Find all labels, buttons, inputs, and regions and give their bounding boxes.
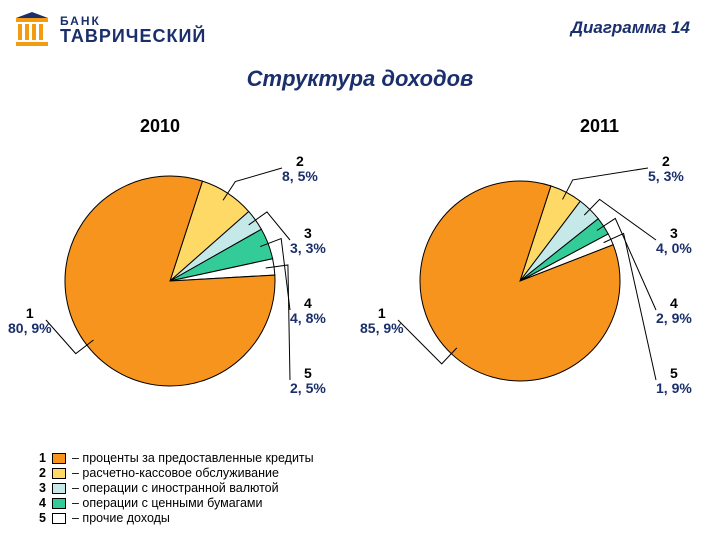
slice-label-1: 185, 9% [360, 306, 404, 337]
leader-line [563, 168, 648, 199]
slice-label-4: 44, 8% [290, 296, 326, 327]
slice-label-4: 42, 9% [656, 296, 692, 327]
legend-row: 1 – проценты за предоставленные кредиты [36, 451, 314, 465]
legend-text: – операции с иностранной валютой [72, 481, 279, 495]
legend-num: 3 [36, 481, 46, 495]
title-bar: Структура доходов [0, 60, 720, 106]
legend-row: 5 – прочие доходы [36, 511, 314, 525]
legend-text: – проценты за предоставленные кредиты [72, 451, 314, 465]
page-title: Структура доходов [247, 66, 474, 91]
leader-line [223, 168, 282, 200]
charts-area: 2010180, 9%28, 5%33, 3%44, 8%52, 5% 2011… [0, 106, 720, 446]
legend-row: 4 – операции с ценными бумагами [36, 496, 314, 510]
logo-text-bottom: ТАВРИЧЕСКИЙ [60, 27, 206, 45]
slice-label-3: 33, 3% [290, 226, 326, 257]
bank-logo-icon [12, 10, 52, 50]
header: БАНК ТАВРИЧЕСКИЙ Диаграмма 14 [0, 0, 720, 60]
legend-num: 4 [36, 496, 46, 510]
legend-swatch [52, 498, 66, 509]
legend-num: 5 [36, 511, 46, 525]
chart-2011: 2011185, 9%25, 3%34, 0%42, 9%51, 9% [360, 106, 720, 416]
slice-label-5: 51, 9% [656, 366, 692, 397]
legend-row: 3 – операции с иностранной валютой [36, 481, 314, 495]
legend-text: – прочие доходы [72, 511, 170, 525]
legend-swatch [52, 483, 66, 494]
slice-label-1: 180, 9% [8, 306, 52, 337]
chart-2010: 2010180, 9%28, 5%33, 3%44, 8%52, 5% [0, 106, 360, 416]
legend-row: 2 – расчетно-кассовое обслуживание [36, 466, 314, 480]
slice-label-3: 34, 0% [656, 226, 692, 257]
logo: БАНК ТАВРИЧЕСКИЙ [12, 10, 206, 50]
legend: 1 – проценты за предоставленные кредиты … [36, 451, 314, 526]
slice-label-5: 52, 5% [290, 366, 326, 397]
slice-label-2: 28, 5% [282, 154, 318, 185]
legend-swatch [52, 453, 66, 464]
legend-swatch [52, 513, 66, 524]
logo-text: БАНК ТАВРИЧЕСКИЙ [60, 15, 206, 45]
slice-label-2: 25, 3% [648, 154, 684, 185]
legend-text: – расчетно-кассовое обслуживание [72, 466, 279, 480]
legend-swatch [52, 468, 66, 479]
legend-num: 2 [36, 466, 46, 480]
diagram-number: Диаграмма 14 [571, 18, 690, 38]
legend-num: 1 [36, 451, 46, 465]
legend-text: – операции с ценными бумагами [72, 496, 263, 510]
